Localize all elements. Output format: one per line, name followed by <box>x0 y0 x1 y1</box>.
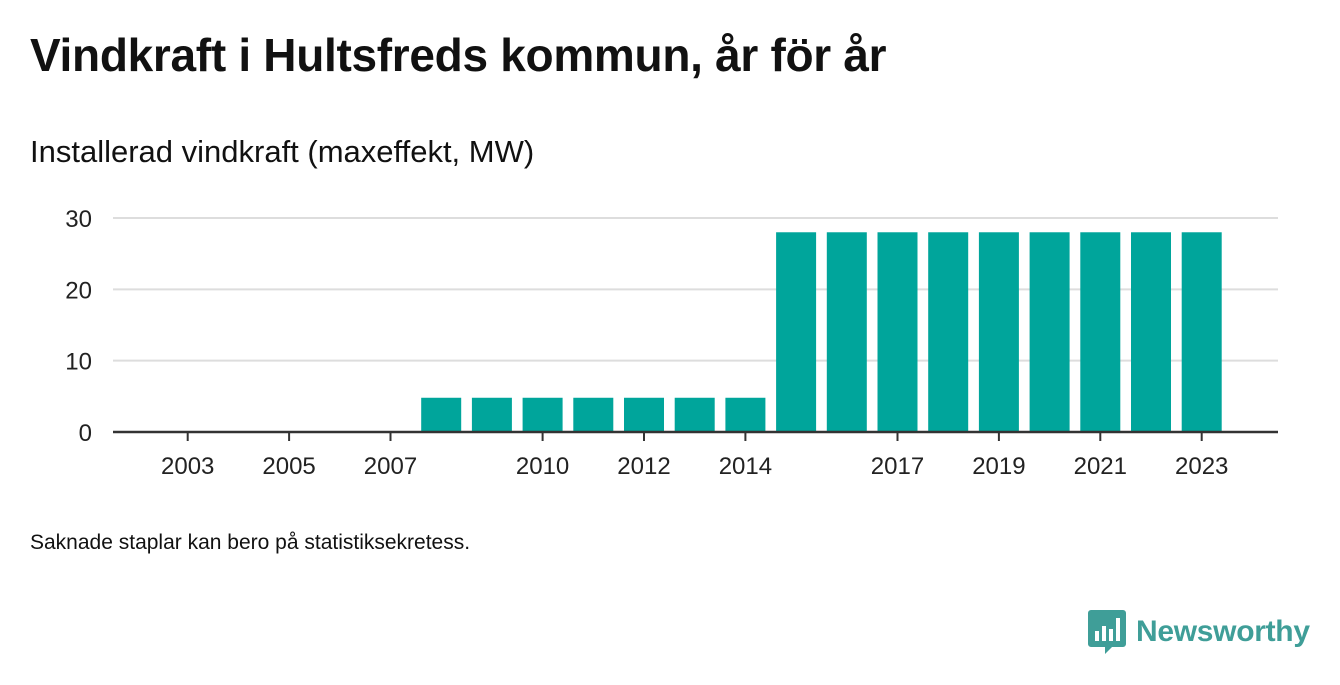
x-tick-label: 2010 <box>516 453 569 480</box>
bar <box>421 397 462 432</box>
x-tick-label: 2021 <box>1074 453 1127 480</box>
y-tick-label: 30 <box>65 206 92 233</box>
newsworthy-logo-icon <box>1088 610 1126 654</box>
y-tick-label: 10 <box>65 349 92 376</box>
bar <box>978 232 1019 432</box>
bar <box>826 232 867 432</box>
bar <box>1181 232 1222 432</box>
y-tick-label: 0 <box>79 420 92 447</box>
bar <box>471 397 512 432</box>
x-tick-label: 2003 <box>161 453 214 480</box>
y-tick-label: 20 <box>65 277 92 304</box>
x-tick-label: 2014 <box>719 453 772 480</box>
bar-chart: 0 10 20 30 2003 2005 2007 2010 2012 2014 2017 2019 2… <box>65 206 1278 480</box>
bar <box>1029 232 1070 432</box>
x-tick-label: 2012 <box>617 453 670 480</box>
bar <box>776 232 817 432</box>
bar <box>674 397 715 432</box>
x-tick-label: 2019 <box>972 453 1025 480</box>
bar <box>522 397 563 432</box>
chart-subtitle: Installerad vindkraft (maxeffekt, MW) <box>30 134 535 169</box>
bar <box>573 397 614 432</box>
bar <box>877 232 918 432</box>
bar <box>1080 232 1121 432</box>
brand-name: Newsworthy <box>1136 615 1310 648</box>
x-tick-label: 2005 <box>262 453 315 480</box>
bar <box>624 397 664 432</box>
bar <box>725 397 766 432</box>
chart-title: Vindkraft i Hultsfreds kommun, år för år <box>30 29 887 81</box>
x-tick-label: 2023 <box>1175 453 1228 480</box>
footnote: Saknade staplar kan bero på statistiksek… <box>30 531 471 554</box>
bar <box>1131 232 1171 432</box>
newsworthy-logo[interactable]: Newsworthy <box>1088 610 1310 654</box>
x-tick-label: 2017 <box>871 453 924 480</box>
x-tick-label: 2007 <box>364 453 417 480</box>
bar <box>928 232 969 432</box>
